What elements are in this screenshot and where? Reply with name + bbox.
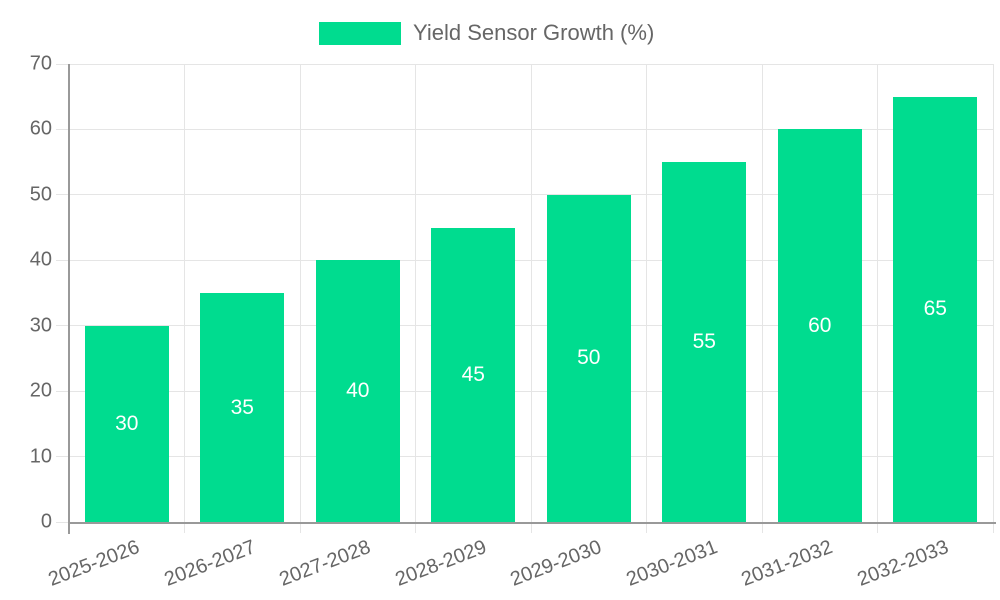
bar-value-label: 30 <box>115 411 139 435</box>
bar[interactable]: 30 <box>84 325 169 522</box>
x-axis-line <box>69 522 996 524</box>
y-tick <box>56 390 69 392</box>
v-gridline <box>415 64 416 522</box>
y-axis-tick-label: 10 <box>29 445 52 468</box>
y-axis-tick-label: 0 <box>40 510 52 533</box>
bar[interactable]: 55 <box>662 162 747 522</box>
x-axis-label: 2027-2028 <box>276 536 374 591</box>
x-axis-label: 2026-2027 <box>160 536 259 591</box>
legend-label: Yield Sensor Growth (%) <box>413 20 655 45</box>
x-tick <box>992 522 994 533</box>
bar[interactable]: 35 <box>200 293 285 522</box>
x-axis-label: 2025-2026 <box>45 536 143 591</box>
x-axis-label: 2031-2032 <box>738 536 836 591</box>
x-axis-label: 2029-2030 <box>507 536 605 591</box>
x-tick <box>530 522 532 533</box>
bar[interactable]: 40 <box>315 260 400 522</box>
y-axis-tick-label: 60 <box>29 117 52 140</box>
bar[interactable]: 60 <box>777 129 862 522</box>
bar[interactable]: 45 <box>431 227 516 522</box>
y-axis-line <box>68 64 70 534</box>
y-tick <box>56 456 69 458</box>
v-gridline <box>761 64 763 522</box>
x-tick <box>761 522 763 533</box>
y-tick <box>56 259 69 261</box>
bar-value-label: 60 <box>808 313 832 337</box>
bar-value-label: 45 <box>461 362 485 386</box>
y-tick <box>56 325 69 327</box>
x-axis-label: 2028-2029 <box>391 536 490 591</box>
y-tick <box>56 521 69 523</box>
bar-value-label: 65 <box>923 297 947 321</box>
x-tick <box>299 522 301 533</box>
bar-value-label: 50 <box>577 346 601 370</box>
x-tick <box>184 522 185 533</box>
bar-value-label: 55 <box>692 330 716 354</box>
x-axis-label: 2030-2031 <box>622 536 721 591</box>
bar-value-label: 40 <box>346 379 370 403</box>
bar[interactable]: 65 <box>893 96 978 522</box>
y-axis-tick-label: 70 <box>29 52 52 75</box>
v-gridline <box>530 64 532 522</box>
x-tick <box>415 522 416 533</box>
v-gridline <box>646 64 647 522</box>
v-gridline <box>184 64 185 522</box>
legend-swatch <box>319 21 401 45</box>
y-axis-tick-label: 40 <box>29 248 52 271</box>
y-axis-tick-label: 20 <box>29 379 52 402</box>
y-tick <box>56 194 69 196</box>
bar[interactable]: 50 <box>546 194 631 522</box>
v-gridline <box>877 64 878 522</box>
v-gridline <box>992 64 994 522</box>
v-gridline <box>299 64 301 522</box>
x-axis-label: 2032-2033 <box>853 536 952 591</box>
x-tick <box>646 522 647 533</box>
y-tick <box>56 63 69 65</box>
bar-value-label: 35 <box>230 395 254 419</box>
legend-item[interactable]: Yield Sensor Growth (%) <box>319 20 654 46</box>
x-tick <box>877 522 878 533</box>
y-tick <box>56 128 69 130</box>
y-axis-tick-label: 30 <box>29 314 52 337</box>
y-axis-tick-label: 50 <box>29 183 52 206</box>
